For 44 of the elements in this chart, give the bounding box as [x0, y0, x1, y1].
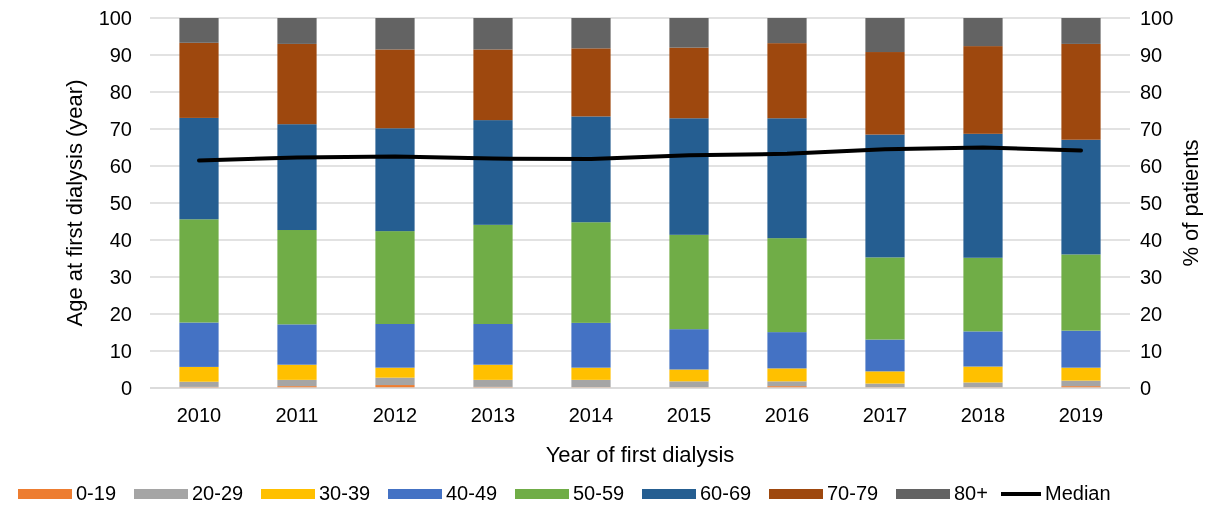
x-tick-label: 2019: [1058, 404, 1104, 426]
y-tick-label: 70: [109, 118, 132, 140]
y-tick-label: 60: [109, 155, 132, 177]
x-axis-title: Year of first dialysis: [545, 442, 735, 467]
y2-tick-label: 100: [1140, 7, 1174, 29]
y-tick-label: 80: [109, 81, 132, 103]
y-tick-label: 100: [98, 7, 132, 29]
legend-label: 60-69: [700, 482, 752, 504]
legend-label: 0-19: [76, 482, 117, 504]
y-tick-label: 50: [109, 192, 132, 214]
x-tick-label: 2011: [275, 404, 319, 426]
y2-tick-label: 60: [1140, 155, 1163, 177]
y2-tick-label: 30: [1140, 266, 1163, 288]
y2-tick-label: 40: [1140, 229, 1163, 251]
x-tick-label: 2018: [960, 404, 1006, 426]
legend-label: 20-29: [192, 482, 244, 504]
x-tick-label: 2010: [176, 404, 222, 426]
y2-tick-label: 20: [1140, 303, 1163, 325]
x-tick-label: 2016: [764, 404, 810, 426]
y-tick-label: 20: [109, 303, 132, 325]
y2-tick-label: 80: [1140, 81, 1163, 103]
legend-label: 30-39: [319, 482, 371, 504]
legend-label: Median: [1045, 482, 1111, 504]
y2-axis-title: % of patients: [1178, 139, 1203, 267]
legend-label: 40-49: [446, 482, 498, 504]
x-tick-label: 2017: [862, 404, 908, 426]
y-tick-label: 10: [109, 340, 132, 362]
x-tick-label: 2014: [568, 404, 614, 426]
y-tick-label: 30: [109, 266, 132, 288]
y-tick-label: 40: [109, 229, 132, 251]
x-tick-label: 2013: [470, 404, 516, 426]
x-tick-label: 2012: [372, 404, 418, 426]
y-tick-label: 90: [109, 44, 132, 66]
y2-tick-label: 0: [1140, 377, 1152, 399]
legend-label: 80+: [954, 482, 988, 504]
legend-label: 70-79: [827, 482, 879, 504]
y2-tick-label: 50: [1140, 192, 1163, 214]
y2-tick-label: 10: [1140, 340, 1163, 362]
y-axis-title: Age at first dialysis (year): [62, 79, 87, 327]
x-tick-label: 2015: [666, 404, 712, 426]
y2-tick-label: 90: [1140, 44, 1163, 66]
legend-label: 50-59: [573, 482, 625, 504]
y2-tick-label: 70: [1140, 118, 1163, 140]
y-tick-label: 0: [120, 377, 132, 399]
